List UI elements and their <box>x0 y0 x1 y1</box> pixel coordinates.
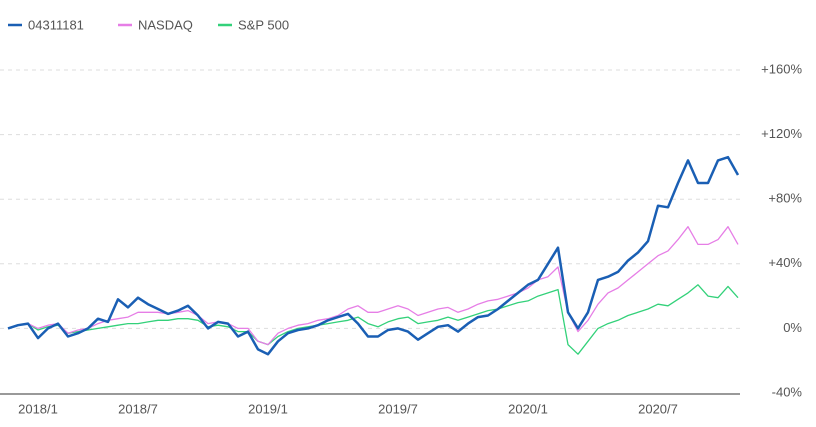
x-tick-label: 2019/1 <box>248 401 288 416</box>
x-tick-label: 2018/7 <box>118 401 158 416</box>
x-tick-label: 2020/7 <box>638 401 678 416</box>
y-tick-label: +120% <box>761 126 802 141</box>
y-tick-label: +80% <box>768 191 802 206</box>
legend-label: NASDAQ <box>138 17 193 32</box>
legend-label: 04311181 <box>28 17 84 32</box>
y-tick-label: -40% <box>772 384 803 399</box>
x-tick-label: 2019/7 <box>378 401 418 416</box>
y-tick-label: +40% <box>768 255 802 270</box>
y-tick-label: +160% <box>761 61 802 76</box>
series-line <box>7 226 739 346</box>
x-tick-label: 2020/1 <box>508 401 548 416</box>
series-line <box>7 284 739 355</box>
legend-label: S&P 500 <box>238 17 289 32</box>
x-tick-label: 2018/1 <box>18 401 58 416</box>
y-tick-label: 0% <box>783 320 802 335</box>
series-line <box>7 155 740 356</box>
